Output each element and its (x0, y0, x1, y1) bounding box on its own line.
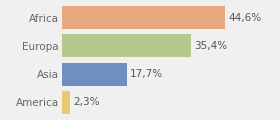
Bar (62, 63, 127, 86)
Text: 17,7%: 17,7% (129, 69, 163, 79)
Text: 35,4%: 35,4% (194, 41, 228, 51)
Text: 44,6%: 44,6% (228, 13, 261, 23)
Bar (62, 6, 225, 29)
Bar (62, 91, 70, 114)
Text: 2,3%: 2,3% (73, 97, 99, 107)
Bar (62, 34, 192, 57)
